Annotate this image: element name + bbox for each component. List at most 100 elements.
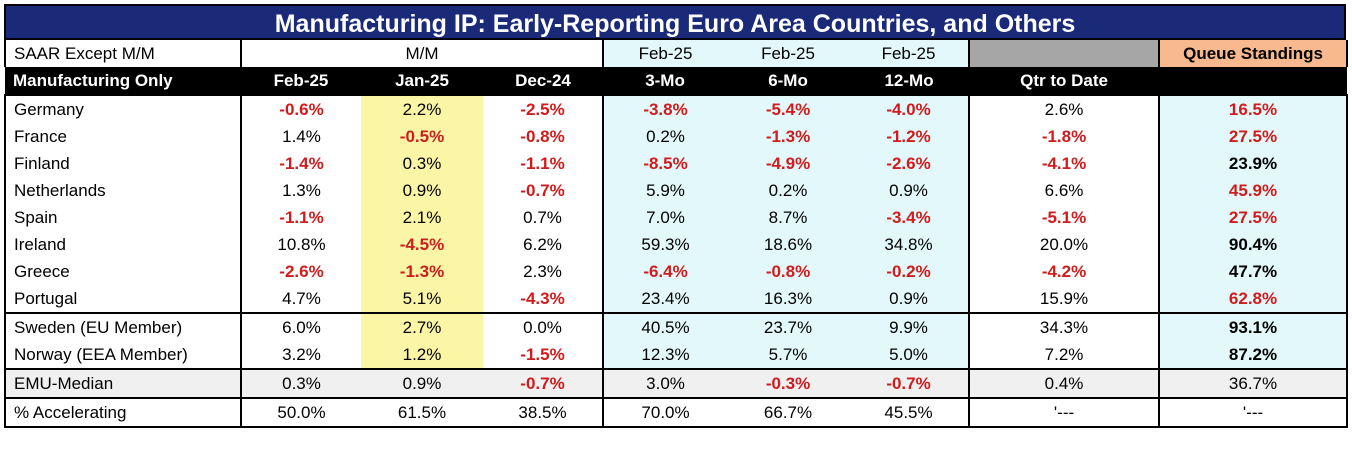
- table-row: Sweden (EU Member) 6.0% 2.7% 0.0% 40.5% 23.7%…: [4, 312, 1349, 341]
- table-cell: -1.4%: [279, 153, 324, 173]
- table-cell: 1.3%: [282, 180, 321, 200]
- table-cell: 0.9%: [849, 177, 971, 204]
- table-cell: -3.8%: [603, 94, 728, 123]
- table-cell: 10.8%: [277, 234, 326, 254]
- table-cell: -5.1%: [969, 204, 1161, 231]
- table-cell: 93.1%: [1159, 312, 1349, 341]
- table-cell: -4.2%: [969, 258, 1161, 285]
- table-cell: -0.2%: [849, 258, 971, 285]
- table-cell: 87.2%: [1159, 341, 1349, 369]
- table-cell: -0.7%: [483, 368, 605, 398]
- table-cell: -5.4%: [727, 94, 850, 123]
- table-row: Spain -1.1% 2.1% 0.7% 7.0% 8.7% -3.4% -5.1% 27.5…: [4, 204, 1349, 231]
- col-header: Jan-25: [361, 67, 483, 95]
- col-header: [1159, 67, 1348, 95]
- table-cell: 9.9%: [849, 312, 971, 341]
- table-cell: 16.3%: [727, 285, 850, 313]
- table-cell: 34.8%: [849, 231, 971, 258]
- table-cell: 0.2%: [727, 177, 850, 204]
- table-cell: -1.1%: [483, 150, 605, 177]
- table-cell: -1.3%: [361, 258, 483, 285]
- table-cell: -1.3%: [727, 123, 850, 150]
- table-row: Germany -0.6% 2.2% -2.5% -3.8% -5.4% -4.0% 2.6%…: [4, 94, 1349, 123]
- table-cell: 40.5%: [603, 312, 728, 341]
- table-cell: 62.8%: [1159, 285, 1349, 313]
- table-cell: 45.9%: [1159, 177, 1349, 204]
- col-header: 12-Mo: [849, 67, 970, 95]
- row-label: France: [4, 123, 242, 150]
- col-header: Qtr to Date: [969, 67, 1160, 95]
- table-cell: 7.0%: [603, 204, 728, 231]
- table-cell: 2.6%: [969, 94, 1161, 123]
- table-row: Ireland 10.8% -4.5% 6.2% 59.3% 18.6% 34.8% 20.0…: [4, 231, 1349, 258]
- table-cell: -2.6%: [279, 261, 324, 281]
- table-cell: 4.7%: [282, 288, 321, 308]
- table-cell: 3.2%: [282, 344, 321, 364]
- table-cell: 70.0%: [603, 397, 728, 428]
- table-cell: -4.9%: [727, 150, 850, 177]
- table-cell: 47.7%: [1159, 258, 1349, 285]
- table-cell: -1.1%: [279, 207, 324, 227]
- table-cell: 0.3%: [361, 150, 483, 177]
- header-saar-label: SAAR Except M/M: [4, 40, 242, 67]
- table-cell: -0.5%: [361, 123, 483, 150]
- row-label: Ireland: [4, 231, 242, 258]
- table-cell: 6.6%: [969, 177, 1161, 204]
- table-row: EMU-Median 0.3% 0.9% -0.7% 3.0% -0.3% -0.7% 0.4…: [4, 368, 1349, 398]
- table-cell: 2.3%: [483, 258, 605, 285]
- table-cell: -0.7%: [849, 368, 971, 398]
- table-cell: 5.1%: [361, 285, 483, 313]
- table-cell: 1.4%: [282, 126, 321, 146]
- table-cell: -1.5%: [483, 341, 605, 369]
- table-cell: 0.2%: [603, 123, 728, 150]
- table-cell: 5.9%: [603, 177, 728, 204]
- table-cell: 27.5%: [1159, 123, 1349, 150]
- row-label: % Accelerating: [4, 397, 242, 428]
- table-cell: 2.1%: [361, 204, 483, 231]
- table-cell: 23.7%: [727, 312, 850, 341]
- table-cell: -4.0%: [849, 94, 971, 123]
- header-period-3: Feb-25: [849, 40, 971, 67]
- row-label: Greece: [4, 258, 242, 285]
- table-cell: 3.0%: [603, 368, 728, 398]
- table-cell: 0.0%: [483, 312, 605, 341]
- col-header: 3-Mo: [603, 67, 728, 95]
- header-queue-standings: Queue Standings: [1159, 40, 1349, 67]
- header-period-1: Feb-25: [603, 40, 728, 67]
- table-cell: 0.4%: [969, 368, 1161, 398]
- table-cell: 66.7%: [727, 397, 850, 428]
- row-label: Germany: [4, 94, 242, 123]
- table-cell: -1.8%: [969, 123, 1161, 150]
- table-cell: -4.1%: [969, 150, 1161, 177]
- table-row: Norway (EEA Member) 3.2% 1.2% -1.5% 12.3% 5.7…: [4, 341, 1349, 369]
- table-cell: -4.5%: [361, 231, 483, 258]
- table-cell: 0.3%: [241, 368, 361, 398]
- table-cell: 12.3%: [603, 341, 728, 369]
- table-cell: -8.5%: [603, 150, 728, 177]
- row-label: Spain: [4, 204, 242, 231]
- table-cell: -2.5%: [483, 94, 605, 123]
- table-row: France 1.4% -0.5% -0.8% 0.2% -1.3% -1.2% -1.8% 2…: [4, 123, 1349, 150]
- row-label: Finland: [4, 150, 242, 177]
- table-cell: 50.0%: [241, 397, 361, 428]
- table-cell: -0.8%: [727, 258, 850, 285]
- table-cell: 1.2%: [361, 341, 483, 369]
- table-row: Greece -2.6% -1.3% 2.3% -6.4% -0.8% -0.2% -4.2%…: [4, 258, 1349, 285]
- table-cell: -0.3%: [727, 368, 850, 398]
- table-cell: -0.7%: [483, 177, 605, 204]
- table-row: Netherlands 1.3% 0.9% -0.7% 5.9% 0.2% 0.9% 6.6%…: [4, 177, 1349, 204]
- col-header: Feb-25: [241, 67, 361, 95]
- table-cell: 2.2%: [361, 94, 483, 123]
- table-cell: 27.5%: [1159, 204, 1349, 231]
- col-header: 6-Mo: [727, 67, 850, 95]
- table-cell: '---: [1159, 397, 1349, 428]
- table-row: Portugal 4.7% 5.1% -4.3% 23.4% 16.3% 0.9% 15.9%…: [4, 285, 1349, 313]
- table-cell: -0.8%: [483, 123, 605, 150]
- table-cell: 15.9%: [969, 285, 1161, 313]
- table-cell: 45.5%: [849, 397, 971, 428]
- table-row: % Accelerating 50.0% 61.5% 38.5% 70.0% 66.7% 4…: [4, 397, 1349, 428]
- row-label: Netherlands: [4, 177, 242, 204]
- header-row-1: SAAR Except M/M M/M Feb-25 Feb-25 Feb-25…: [4, 40, 1349, 67]
- table-cell: 8.7%: [727, 204, 850, 231]
- table-cell: -3.4%: [849, 204, 971, 231]
